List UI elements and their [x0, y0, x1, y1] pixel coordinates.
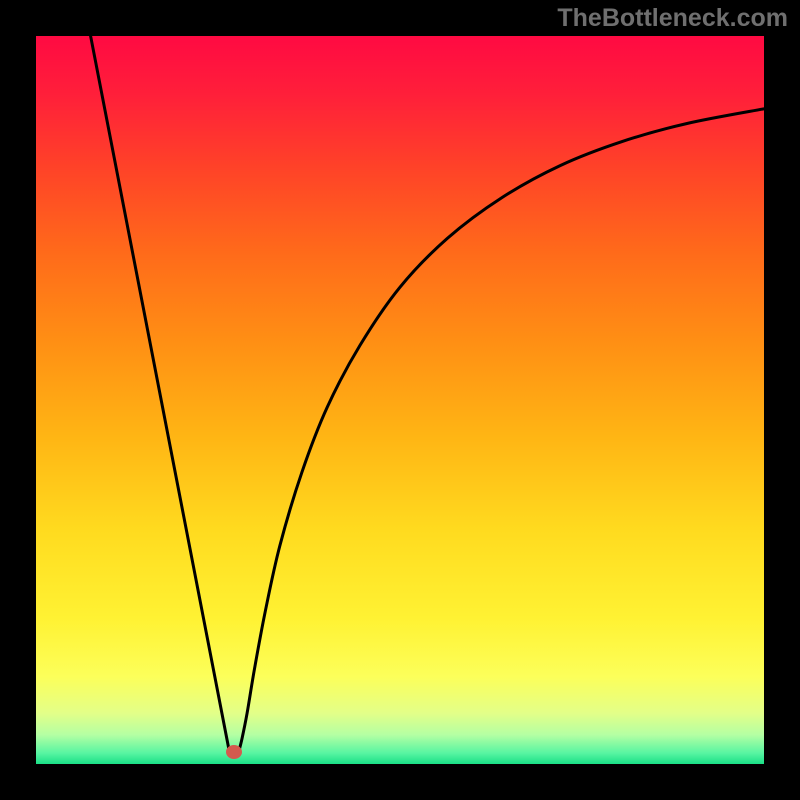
gradient-plot-area [36, 36, 764, 764]
chart-container: TheBottleneck.com [0, 0, 800, 800]
watermark-text: TheBottleneck.com [557, 4, 788, 33]
